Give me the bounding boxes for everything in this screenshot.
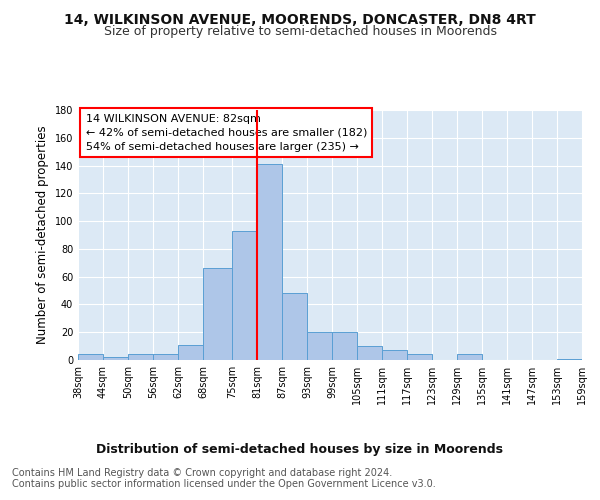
Text: Distribution of semi-detached houses by size in Moorends: Distribution of semi-detached houses by … — [97, 442, 503, 456]
Text: 14, WILKINSON AVENUE, MOORENDS, DONCASTER, DN8 4RT: 14, WILKINSON AVENUE, MOORENDS, DONCASTE… — [64, 12, 536, 26]
Text: Contains HM Land Registry data © Crown copyright and database right 2024.
Contai: Contains HM Land Registry data © Crown c… — [12, 468, 436, 489]
Text: 14 WILKINSON AVENUE: 82sqm
← 42% of semi-detached houses are smaller (182)
54% o: 14 WILKINSON AVENUE: 82sqm ← 42% of semi… — [86, 114, 367, 152]
Bar — [153, 354, 178, 360]
Bar — [257, 164, 282, 360]
Bar — [382, 350, 407, 360]
Bar — [282, 294, 307, 360]
Bar — [178, 344, 203, 360]
Bar — [407, 354, 432, 360]
Bar — [78, 354, 103, 360]
Bar — [128, 354, 153, 360]
Bar — [203, 268, 232, 360]
Bar — [232, 231, 257, 360]
Bar — [557, 358, 582, 360]
Y-axis label: Number of semi-detached properties: Number of semi-detached properties — [36, 126, 49, 344]
Bar — [357, 346, 382, 360]
Bar — [332, 332, 357, 360]
Bar — [457, 354, 482, 360]
Bar — [103, 357, 128, 360]
Text: Size of property relative to semi-detached houses in Moorends: Size of property relative to semi-detach… — [104, 25, 497, 38]
Bar — [307, 332, 332, 360]
